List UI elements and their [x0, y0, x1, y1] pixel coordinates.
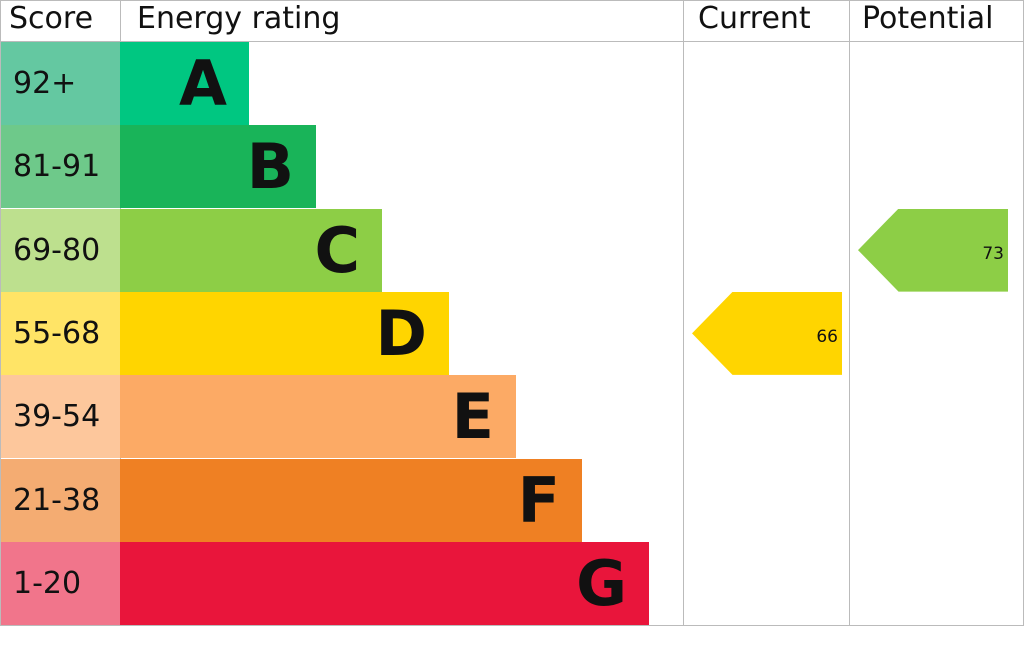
rating-letter: F: [517, 463, 560, 537]
header-divider: [0, 41, 1024, 42]
column-divider: [849, 0, 850, 626]
score-range-b: 81-91: [1, 125, 120, 209]
header-current: Current: [698, 1, 811, 36]
score-range-e: 39-54: [1, 375, 120, 459]
header-energy-rating: Energy rating: [137, 1, 341, 36]
rating-bar-c: C: [120, 208, 382, 292]
rating-letter: A: [179, 47, 227, 120]
rating-bar-b: B: [120, 125, 316, 209]
rating-bar-g: G: [120, 541, 649, 625]
score-range-f: 21-38: [1, 458, 120, 542]
column-divider: [683, 0, 684, 626]
rating-letter: D: [375, 296, 427, 370]
current-rating-value: 66: [816, 326, 838, 347]
rating-bar-f: F: [120, 458, 582, 542]
potential-rating-value: 73: [982, 243, 1004, 264]
score-range-c: 69-80: [1, 208, 120, 292]
score-range-g: 1-20: [1, 541, 120, 625]
rating-bar-a: A: [120, 42, 249, 125]
score-range-a: 92+: [1, 42, 120, 125]
rating-letter: C: [314, 213, 360, 287]
rating-bar-e: E: [120, 375, 516, 459]
rating-bar-d: D: [120, 291, 449, 375]
rating-letter: B: [246, 130, 294, 204]
score-range-d: 55-68: [1, 291, 120, 375]
header-score: Score: [9, 1, 94, 36]
rating-letter: E: [451, 380, 494, 454]
rating-letter: G: [576, 546, 627, 620]
header-potential: Potential: [862, 1, 994, 36]
